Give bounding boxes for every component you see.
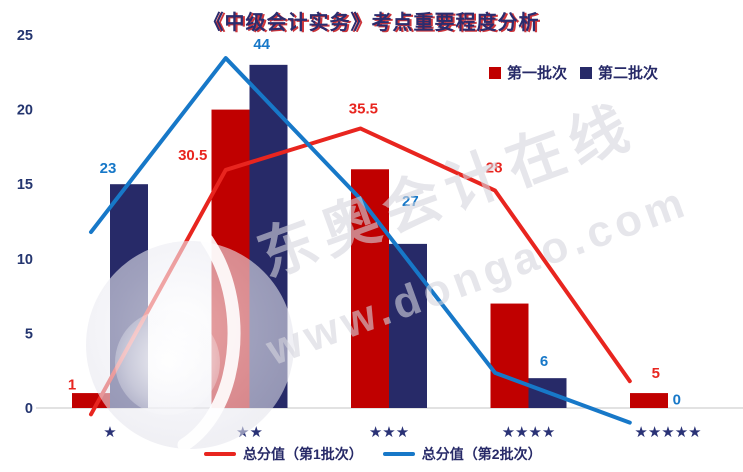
legend-item-label: 第二批次 (598, 65, 659, 82)
x-axis-category-label: ★★★★★ (634, 424, 701, 441)
data-label-总分值（第1批次）-cat2: 30.5 (178, 147, 207, 164)
line-总分值（第2批次） (89, 56, 632, 425)
swirl-stroke (177, 233, 241, 452)
chart-title: 《中级会计实务》考点重要程度分析 (203, 12, 540, 34)
data-label-总分值（第2批次）-cat3: 27 (402, 193, 419, 210)
y-axis-tick-label: 5 (25, 326, 33, 342)
batch1-swatch-icon (489, 66, 501, 79)
legend-bars: 第一批次 第二批次 (489, 62, 658, 83)
legend-item-label: 第一批次 (507, 65, 568, 82)
y-axis-tick-label: 10 (17, 252, 33, 268)
data-label-总分值（第2批次）-cat4: 6 (540, 353, 548, 370)
x-axis-category-label: ★★★ (369, 424, 409, 441)
data-label-总分值（第1批次）-cat3: 35.5 (349, 100, 378, 117)
legend-item-label: 总分值（第1批次） (243, 446, 363, 462)
y-axis-tick-label: 20 (17, 103, 33, 119)
data-label-总分值（第1批次）-cat4: 28 (486, 160, 503, 177)
data-label-总分值（第2批次）-cat5: 0 (673, 392, 681, 409)
legend-item-batch2: 第二批次 (580, 62, 658, 83)
legend-item-batch1: 第一批次 (489, 62, 567, 83)
x-axis-category-label: ★ (103, 424, 116, 441)
data-label-总分值（第2批次）-cat2: 44 (253, 36, 270, 53)
bar-第二批次-cat3 (389, 243, 427, 408)
y-axis-tick-label: 0 (25, 401, 33, 417)
score2-line-swatch-icon (382, 452, 415, 456)
bar-第一批次-cat5 (630, 393, 668, 408)
y-axis-tick-label: 25 (17, 28, 33, 44)
x-axis-category-label: ★★★★ (502, 424, 556, 441)
data-label-总分值（第1批次）-cat5: 5 (652, 365, 660, 382)
score1-line-swatch-icon (204, 452, 236, 456)
legend-lines: 总分值（第1批次） 总分值（第2批次） (204, 444, 542, 464)
y-axis-tick-label: 15 (17, 177, 33, 193)
legend-item-label: 总分值（第2批次） (421, 446, 542, 462)
bar-第一批次-cat4 (490, 303, 529, 408)
legend-item-score2: 总分值（第2批次） (382, 444, 542, 464)
sphere-glow-icon (115, 310, 220, 415)
data-label-总分值（第2批次）-cat1: 23 (100, 160, 117, 177)
batch2-swatch-icon (580, 66, 593, 79)
data-label-总分值（第1批次）-cat1: 1 (68, 376, 76, 393)
legend-item-score1: 总分值（第1批次） (204, 444, 363, 464)
